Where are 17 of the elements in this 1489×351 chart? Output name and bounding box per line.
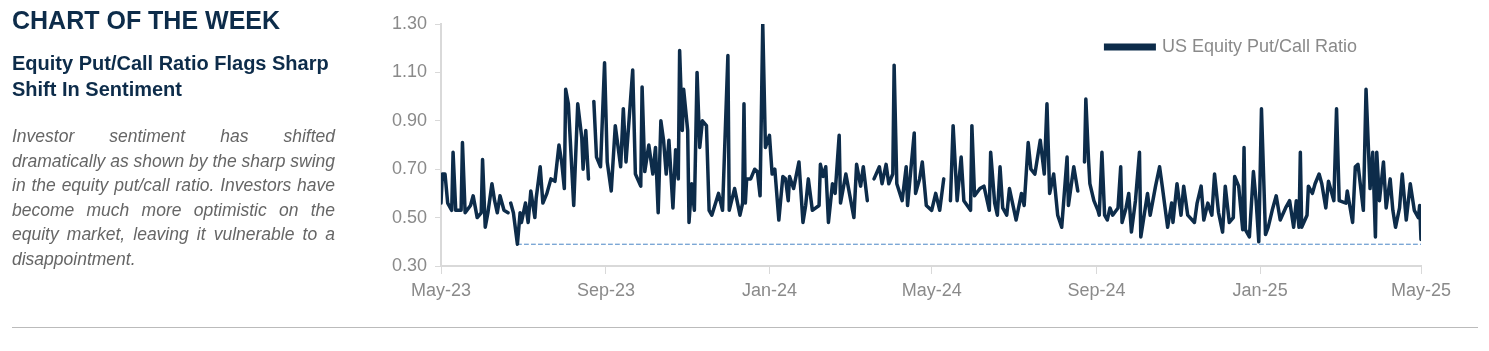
y-tick-label: 0.90: [391, 109, 427, 130]
y-tick-label: 0.30: [391, 254, 427, 275]
y-tick-label: 0.50: [391, 206, 427, 227]
text: Equity Put/Call Ratio Flags Sharp Shift In Sentiment: [12, 51, 330, 102]
y-tick-label: 1.10: [391, 61, 427, 82]
x-tick-label: May-23: [410, 279, 472, 300]
x-tick-label: May-24: [901, 279, 962, 300]
text: Investor sentiment has shifted dramatically as shown by the sharp swing in the equity put/call ratio. Investors have become much more optimistic on the equity market, leaving it vulnerable to a disappointment.: [12, 125, 335, 271]
x-tick-label: Jan-24: [741, 279, 797, 300]
legend-label: US Equity Put/Call Ratio: [1161, 35, 1358, 56]
x-tick-label: Sep-24: [1067, 279, 1126, 300]
text: CHART OF THE WEEK: [12, 6, 281, 35]
x-tick-label: Sep-23: [576, 279, 635, 300]
y-tick-label: 0.70: [391, 158, 427, 179]
x-tick-label: Jan-25: [1232, 279, 1288, 300]
y-tick-label: 1.30: [391, 12, 427, 33]
x-tick-label: May-25: [1390, 279, 1452, 300]
